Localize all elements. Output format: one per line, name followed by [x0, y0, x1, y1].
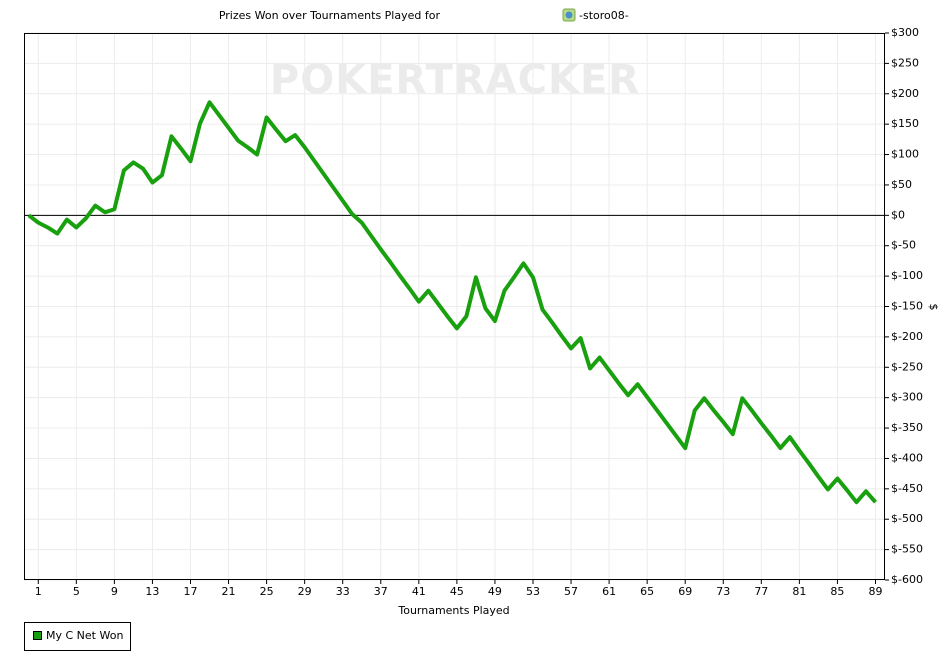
y-tick-label: $-500	[891, 512, 923, 525]
y-tick-label: $-600	[891, 573, 923, 586]
y-tick-label: $50	[891, 178, 912, 191]
legend	[24, 622, 131, 651]
x-tick-label: 37	[374, 585, 388, 598]
y-tick-label: $-100	[891, 269, 923, 282]
y-tick-label: $-450	[891, 482, 923, 495]
plot-frame	[24, 33, 885, 580]
y-tick-label: $-550	[891, 543, 923, 556]
y-axis-label: $	[927, 304, 940, 311]
x-tick-label: 49	[488, 585, 502, 598]
y-tick-label: $200	[891, 87, 919, 100]
chart-user: -storo08-	[579, 9, 629, 22]
x-tick-label: 13	[145, 585, 159, 598]
x-tick-label: 29	[298, 585, 312, 598]
y-tick-label: $150	[891, 117, 919, 130]
y-tick-label: $-400	[891, 451, 923, 464]
x-tick-label: 57	[564, 585, 578, 598]
x-tick-label: 65	[640, 585, 654, 598]
y-tick-label: $-250	[891, 360, 923, 373]
legend-swatch	[33, 631, 42, 640]
x-tick-label: 41	[412, 585, 426, 598]
series-line	[27, 100, 877, 505]
x-tick-label: 61	[602, 585, 616, 598]
x-tick-label: 1	[35, 585, 42, 598]
x-tick-label: 45	[450, 585, 464, 598]
x-tick-label: 21	[222, 585, 236, 598]
y-tick-label: $-200	[891, 330, 923, 343]
x-tick-label: 77	[754, 585, 768, 598]
y-tick-label: $250	[891, 56, 919, 69]
y-tick-label: $0	[891, 208, 905, 221]
x-tick-label: 73	[716, 585, 730, 598]
y-tick-label: $-50	[891, 239, 916, 252]
x-tick-label: 9	[111, 585, 118, 598]
y-tick-label: $-300	[891, 391, 923, 404]
y-tick-label: $100	[891, 148, 919, 161]
x-tick-label: 69	[678, 585, 692, 598]
x-tick-label: 17	[183, 585, 197, 598]
x-tick-label: 25	[260, 585, 274, 598]
user-icon-dot	[565, 11, 573, 19]
legend-label: My C Net Won	[46, 629, 123, 642]
x-axis-label: Tournaments Played	[397, 604, 509, 617]
y-tick-label: $-150	[891, 300, 923, 313]
watermark: POKERTRACKER	[270, 57, 640, 103]
chart-title: Prizes Won over Tournaments Played for	[219, 9, 441, 22]
x-tick-label: 53	[526, 585, 540, 598]
y-tick-label: $-350	[891, 421, 923, 434]
x-tick-label: 33	[336, 585, 350, 598]
y-tick-label: $300	[891, 26, 919, 39]
x-tick-label: 89	[868, 585, 882, 598]
x-tick-label: 5	[73, 585, 80, 598]
x-tick-label: 85	[830, 585, 844, 598]
x-tick-label: 81	[792, 585, 806, 598]
